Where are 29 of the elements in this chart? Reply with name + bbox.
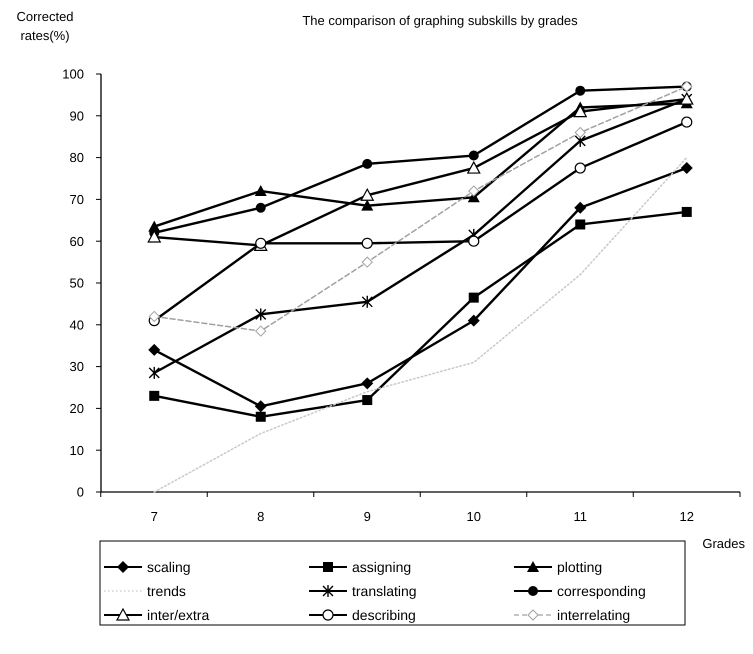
x-tick-label: 12 (680, 509, 694, 524)
legend-label: assigning (352, 558, 412, 575)
y-tick-label: 60 (70, 234, 84, 249)
y-tick-label: 90 (70, 108, 84, 124)
y-tick-label: 40 (70, 317, 84, 332)
legend-label: interrelating (557, 606, 630, 623)
y-tick-label: 80 (70, 150, 84, 166)
x-tick-label: 7 (150, 509, 158, 524)
legend-label: corresponding (557, 582, 646, 599)
legend-label: trends (147, 582, 186, 599)
x-tick-label: 11 (574, 509, 587, 524)
chart-title: The comparison of graphing subskills by grades (302, 13, 578, 28)
legend-label: plotting (557, 558, 602, 575)
y-tick-label: 10 (70, 442, 84, 458)
y-tick-label: 20 (70, 400, 84, 416)
x-axis-title: Grades (702, 536, 746, 551)
x-tick-label: 10 (466, 509, 481, 524)
y-tick-label: 50 (70, 276, 84, 291)
legend-label: scaling (147, 558, 191, 575)
y-axis-title: Corrected rates(%) (16, 9, 74, 43)
y-tick-label: 30 (70, 359, 84, 374)
legend-label: translating (352, 582, 417, 599)
y-tick-label: 0 (76, 484, 84, 500)
x-tick-label: 8 (257, 509, 264, 524)
x-tick-label: 9 (364, 509, 371, 524)
y-tick-label: 100 (62, 66, 84, 82)
legend-label: inter/extra (147, 606, 210, 623)
legend-label: describing (352, 606, 416, 623)
y-tick-label: 70 (70, 192, 84, 207)
